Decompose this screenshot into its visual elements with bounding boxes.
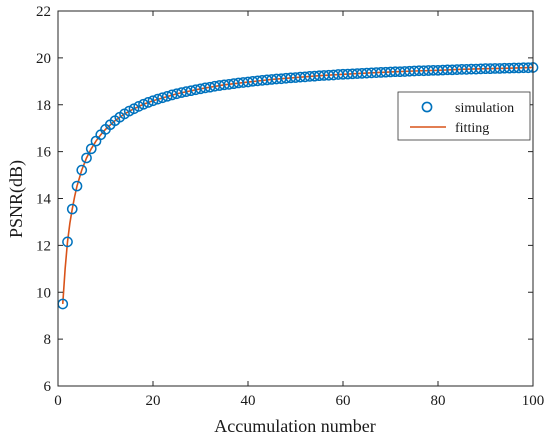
legend-marker-simulation — [421, 101, 433, 113]
legend: simulation fitting — [397, 91, 531, 141]
tick-labels: 0 20 40 60 80 100 6 8 10 12 14 16 18 20 22 — [36, 4, 544, 409]
data-point-simulation — [166, 89, 178, 101]
legend-label-simulation: simulation — [455, 101, 514, 116]
data-point-simulation — [157, 92, 168, 104]
legend-box — [397, 91, 531, 141]
y-tick-label: 18 — [36, 98, 51, 114]
data-point-simulation — [161, 90, 173, 102]
data-point-simulation — [71, 180, 83, 192]
data-point-simulation — [133, 101, 145, 112]
legend-label-fitting: fitting — [455, 121, 489, 136]
y-tick-label: 8 — [44, 332, 52, 348]
data-point-simulation — [85, 143, 97, 155]
y-tick-label: 22 — [36, 4, 51, 20]
y-tick-label: 14 — [36, 192, 52, 208]
y-tick-label: 16 — [36, 145, 52, 161]
data-point-simulation — [142, 97, 154, 108]
x-tick-label: 0 — [54, 393, 62, 409]
data-point-simulation — [76, 164, 88, 176]
data-point-simulation — [66, 203, 78, 215]
data-point-simulation — [62, 236, 73, 248]
data-point-simulation — [147, 95, 159, 107]
x-tick-label: 80 — [431, 393, 446, 409]
series-layer — [57, 62, 539, 310]
axes — [57, 10, 534, 387]
y-tick-label: 12 — [36, 238, 51, 254]
y-tick-label: 20 — [36, 51, 51, 67]
x-tick-label: 40 — [241, 393, 256, 409]
x-tick-label: 100 — [522, 393, 545, 409]
data-point-simulation — [81, 152, 92, 164]
x-tick-label: 20 — [146, 393, 161, 409]
y-tick-label: 6 — [44, 379, 52, 395]
x-axis-label: Accumulation number — [214, 416, 375, 436]
data-point-simulation — [138, 98, 149, 110]
data-point-simulation — [152, 93, 164, 105]
y-tick-label: 10 — [36, 285, 51, 301]
x-tick-label: 60 — [336, 393, 351, 409]
y-axis-label: PSNR(dB) — [6, 160, 27, 238]
